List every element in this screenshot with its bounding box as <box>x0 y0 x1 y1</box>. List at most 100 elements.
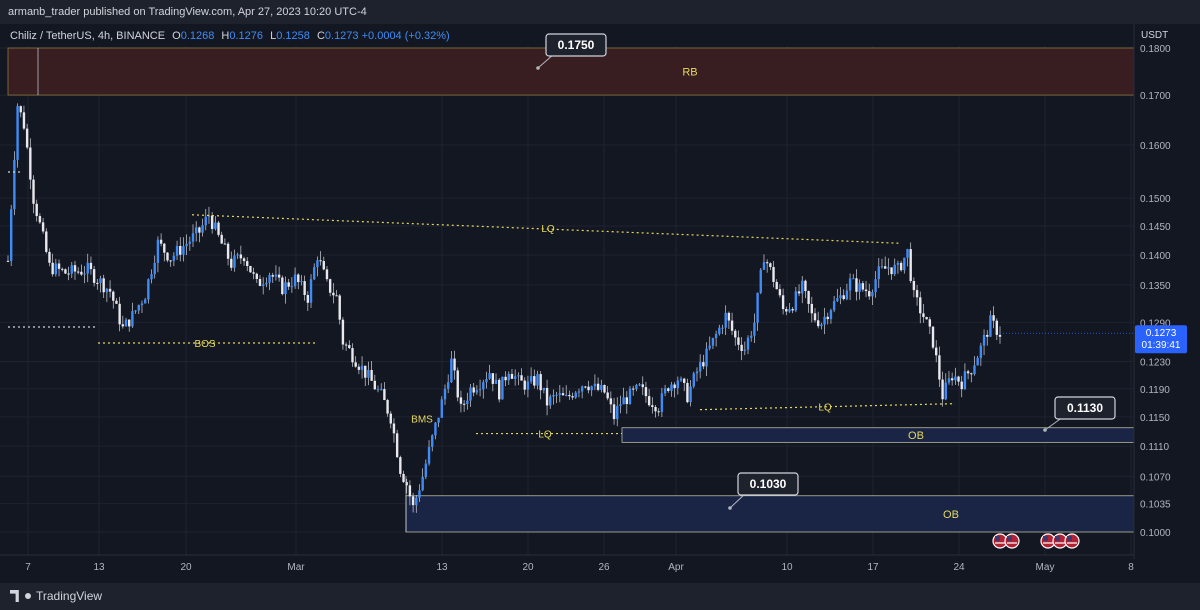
zone-label: OB <box>908 430 924 442</box>
candle-body <box>459 397 463 404</box>
candle-body <box>555 394 558 396</box>
candle-body <box>702 362 705 367</box>
lq-label: LQ <box>541 224 555 235</box>
candle-body <box>743 349 747 351</box>
candle-body <box>191 233 195 242</box>
candle-body <box>19 106 22 113</box>
candle-body <box>494 379 498 384</box>
candle-body <box>124 319 128 327</box>
price-chart[interactable]: RB OB OB BOS BMS LQ LQ LQ 0.1750 0.1130 0.1030 0.… <box>0 0 1200 583</box>
countdown-value: 01:39:41 <box>1142 340 1181 351</box>
high-value: 0.1276 <box>229 30 264 42</box>
candle-body <box>909 249 912 282</box>
candle-body <box>545 387 549 406</box>
candle-body <box>600 385 603 390</box>
candle-body <box>746 337 750 350</box>
candle-body <box>389 413 392 424</box>
candle-body <box>364 365 367 378</box>
candle-body <box>220 234 223 244</box>
open-value: 0.1268 <box>180 30 215 42</box>
candle-body <box>893 264 896 275</box>
us-flag-event-icon[interactable] <box>1004 533 1020 549</box>
candle-body <box>207 215 211 217</box>
candle-body <box>9 209 13 261</box>
publish-bar: armanb_trader published on TradingView.c… <box>0 0 1200 24</box>
candle-body <box>35 203 38 217</box>
candle-body <box>290 286 294 288</box>
candle-body <box>580 386 584 392</box>
candle-body <box>61 268 64 270</box>
candle-body <box>868 291 871 297</box>
candle-body <box>70 265 73 274</box>
time-tick-label: 24 <box>953 562 965 573</box>
candle-body <box>332 292 335 296</box>
candle-body <box>845 290 849 300</box>
candle-body <box>370 370 373 381</box>
candle-body <box>526 381 530 390</box>
candle-body <box>676 380 680 389</box>
candle-body <box>80 271 83 275</box>
candle-body <box>564 394 568 396</box>
candle-body <box>839 295 842 299</box>
candle-body <box>510 373 514 379</box>
candle-body <box>172 255 176 261</box>
time-tick-label: 26 <box>598 562 610 573</box>
candle-body <box>721 327 724 329</box>
candle-body <box>683 378 686 383</box>
candle-body <box>625 397 629 405</box>
candle-body <box>698 362 702 372</box>
tradingview-logo[interactable]: TradingView <box>10 589 102 603</box>
us-flag-event-icon[interactable] <box>1064 533 1080 549</box>
us-flag-event-icon[interactable] <box>1040 533 1056 549</box>
callout-label: 0.1750 <box>558 38 595 52</box>
candle-body <box>549 396 552 406</box>
symbol-name[interactable]: Chiliz / TetherUS, 4h, BINANCE <box>10 30 166 42</box>
currency-label: USDT <box>1141 30 1169 41</box>
candle-body <box>791 309 794 311</box>
candle-body <box>367 370 370 378</box>
candle-body <box>848 278 852 291</box>
candle-body <box>954 376 957 381</box>
candle-body <box>223 243 227 245</box>
candle-body <box>561 393 565 396</box>
candle-body <box>823 316 826 325</box>
candle-body <box>635 384 638 390</box>
candle-body <box>781 295 785 310</box>
candle-body <box>667 388 670 391</box>
candle-body <box>258 278 262 286</box>
flag-canton <box>1067 536 1072 541</box>
candle-body <box>810 303 814 314</box>
candle-body <box>568 394 571 397</box>
candle-body <box>727 312 731 321</box>
candle-body <box>450 358 453 383</box>
candle-body <box>112 291 115 301</box>
candle-body <box>552 395 555 397</box>
candle-body <box>140 303 144 306</box>
candle-body <box>979 345 983 358</box>
candle-body <box>737 337 740 345</box>
candle-body <box>944 382 947 400</box>
candle-body <box>797 291 801 294</box>
candle-body <box>150 274 153 280</box>
candle-body <box>995 320 999 335</box>
candle-body <box>970 373 973 375</box>
candle-body <box>644 387 648 397</box>
zone-box <box>621 427 1135 443</box>
price-tick-label: 0.1000 <box>1140 528 1171 539</box>
candle-body <box>86 262 89 274</box>
price-axis-bg <box>1134 24 1200 583</box>
price-tick-label: 0.1070 <box>1140 472 1171 483</box>
lq-line <box>191 214 901 244</box>
candle-body <box>475 390 479 393</box>
candle-body <box>542 387 546 391</box>
candle-body <box>571 396 574 398</box>
candle-body <box>25 128 29 148</box>
candle-body <box>478 389 482 391</box>
candle-body <box>992 315 995 321</box>
candle-body <box>306 294 310 303</box>
flag-canton <box>995 536 1000 541</box>
candle-body <box>424 463 428 477</box>
candle-body <box>864 289 868 292</box>
candle-body <box>938 355 941 380</box>
candle-body <box>252 272 255 274</box>
